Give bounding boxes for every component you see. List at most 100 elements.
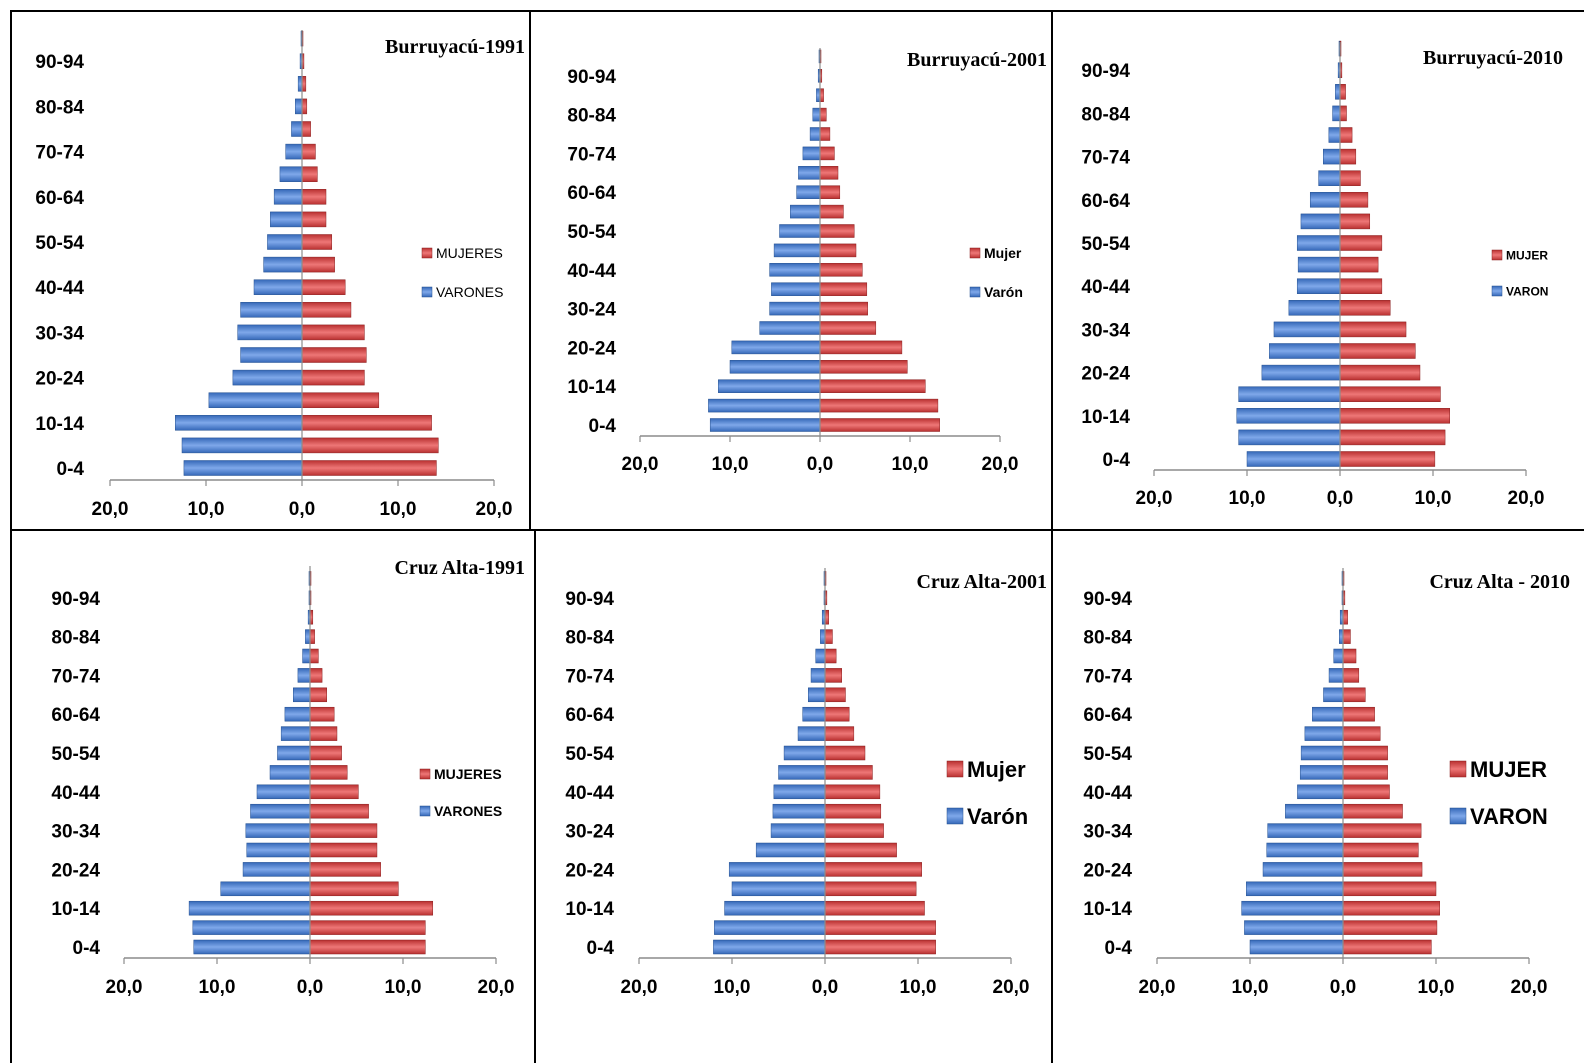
bar-male-45-49 [269,765,311,780]
bar-male-60-64 [802,706,826,722]
pyramid-chart-5: 20,0 10,0 0,0 10,0 20,0 0-4 10-14 20-24 30-24 40-… [565,568,1047,998]
bar-female-0-4 [819,418,940,432]
bar-female-55-59 [819,204,844,219]
bar-female-70-74 [309,668,323,683]
y-tick-label: 40-44 [35,278,84,299]
bar-female-45-49 [1339,256,1379,273]
bar-female-80-84 [1339,105,1347,122]
y-tick-label: 80-84 [51,628,100,649]
y-tick-label: 40-44 [51,783,100,804]
y-tick-label: 60-64 [51,705,100,726]
x-tick-label: 20,0 [476,499,513,520]
legend-swatch [969,286,981,298]
bar-male-80-84 [812,107,821,122]
y-tick-label: 30-34 [35,323,84,344]
bar-female-35-39 [824,803,882,819]
bar-male-30-34 [237,324,303,341]
x-tick-label: 10,0 [380,499,417,520]
y-tick-label: 90-94 [565,589,614,610]
bar-female-15-19 [309,881,399,897]
bar-male-30-34 [245,823,311,838]
y-tick-label: 80-84 [1081,104,1130,125]
bar-female-60-64 [309,706,335,722]
y-tick-label: 10-14 [1083,899,1132,920]
y-tick-label: 0-4 [1105,938,1133,959]
bar-female-20-24 [819,340,903,355]
y-tick-label: 50-54 [35,233,84,254]
y-tick-label: 60-64 [567,183,616,204]
bar-female-60-64 [819,185,841,199]
legend-swatch [419,805,431,817]
legend-swatch [421,286,433,298]
y-tick-label: 40-44 [567,261,616,282]
bar-female-45-49 [819,243,857,258]
legend-label: VARON [1470,804,1548,829]
chart-title: Burruyacú-2010 [1423,47,1563,69]
bar-female-15-19 [824,881,917,897]
bar-female-55-59 [1342,726,1381,741]
x-tick-label: 10,0 [900,977,937,998]
bar-male-45-49 [773,243,821,258]
legend-label: VARONES [434,803,502,819]
bar-female-25-29 [1342,842,1419,858]
bar-female-20-24 [309,862,381,877]
bar-male-20-24 [731,340,821,355]
bar-female-65-69 [1339,170,1361,186]
bar-female-65-69 [309,687,327,703]
bar-female-10-14 [1342,900,1440,916]
bar-male-15-19 [208,392,303,408]
legend-label: MUJERES [434,766,502,782]
bar-male-70-74 [1323,148,1341,165]
y-tick-label: 40-44 [565,783,614,804]
bar-male-55-59 [790,204,821,219]
x-tick-label: 10,0 [188,499,225,520]
bar-female-40-44 [309,784,359,800]
bar-male-80-84 [295,98,303,115]
bar-female-10-14 [824,900,925,916]
bar-male-50-54 [1300,745,1344,761]
bar-male-35-39 [772,803,826,819]
bar-male-80-84 [1332,105,1341,122]
bar-female-35-39 [309,803,369,819]
legend-swatch [1449,807,1467,825]
legend-label: MUJER [1506,248,1548,262]
y-tick-label: 20-24 [1083,860,1132,881]
y-tick-label: 90-94 [51,589,100,610]
bar-male-15-19 [731,881,826,897]
y-tick-label: 0-4 [589,416,617,437]
bar-male-25-29 [246,842,311,858]
bar-male-55-59 [797,726,826,741]
frame-divider-1 [529,10,531,530]
legend-label: MUJERES [436,245,503,261]
bar-male-45-49 [263,256,303,273]
bar-male-35-39 [1285,803,1344,819]
bar-male-10-14 [724,900,826,916]
x-tick-label: 0,0 [812,977,838,998]
legend-label: MUJER [1470,757,1547,782]
bar-female-70-74 [1339,148,1357,165]
bar-male-55-59 [1300,213,1341,230]
bar-male-10-14 [188,900,311,916]
x-tick-label: 20,0 [1511,977,1548,998]
bar-female-30-34 [1342,823,1422,838]
y-tick-label: 50-54 [567,222,616,243]
y-tick-label: 20-24 [565,860,614,881]
y-tick-label: 40-44 [1083,783,1132,804]
bar-female-15-19 [301,392,380,408]
frame-divider-3 [534,530,536,1063]
chart-title: Cruz Alta - 2010 [1429,571,1570,593]
bar-female-60-64 [824,706,850,722]
bar-male-10-14 [1236,408,1341,424]
bar-female-50-54 [309,745,342,761]
x-tick-label: 20,0 [982,454,1019,475]
bar-male-0-4 [193,939,311,955]
bar-male-70-74 [285,143,303,160]
bar-female-30-24 [824,823,884,838]
bar-female-35-39 [819,282,868,296]
bar-male-75-79 [1328,127,1341,143]
y-tick-label: 30-24 [565,822,614,843]
y-tick-label: 0-4 [1103,450,1131,471]
bar-female-70-74 [301,143,316,160]
bar-male-5-9 [1244,920,1344,935]
legend-swatch [1491,285,1503,297]
